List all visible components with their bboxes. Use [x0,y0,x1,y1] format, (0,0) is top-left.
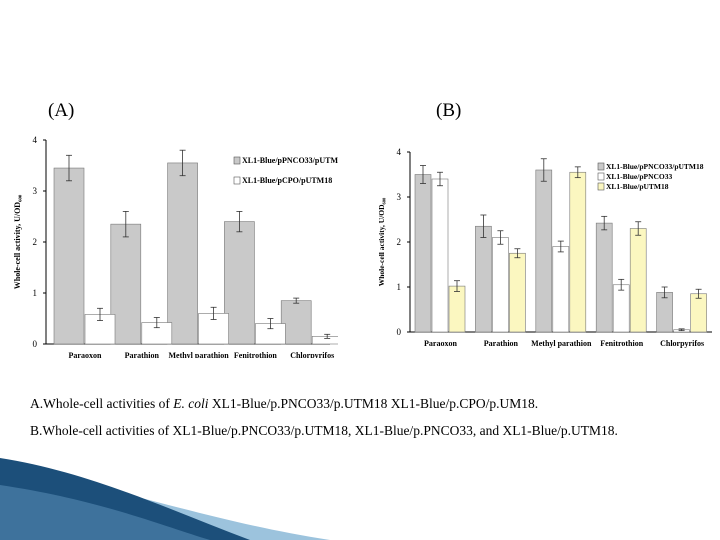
legend-entry: XL1-Blue/pPNCO33/pUTM18 [242,156,338,165]
y-tick-label: 3 [397,192,402,202]
x-tick-label: Methyl parathion [168,351,229,358]
y-tick-label: 0 [33,339,38,349]
legend-swatch [233,156,241,165]
bar [414,174,432,333]
chart-a: 0 1 2 3 4 Whole-cell activity, U/OD₆₀₀ Paraoxo… [13,135,338,358]
bar [475,225,492,333]
bar [569,171,587,333]
x-tick-label: Fenitrothion [234,351,278,358]
bar [311,336,338,345]
x-tick-label: Fenitrothion [600,339,644,348]
panel-a-label: (A) [48,100,75,121]
bar [629,228,647,333]
bar [53,167,85,345]
bar [509,252,526,333]
y-tick-label: 0 [397,327,402,337]
y-tick-label: 2 [397,237,402,247]
y-axis-label: Whole-cell activity, U/OD₆₀₀ [13,194,22,289]
panel-b-label: (B) [436,100,462,121]
legend-swatch [597,182,605,191]
bar [492,237,509,333]
bar [448,285,466,333]
x-tick-label: Chlorpyrifos [290,351,334,358]
legend-entry: XL1-Blue/pUTM18 [606,182,669,191]
x-tick-label: Methyl parathion [531,339,592,348]
bar [656,292,673,333]
bar [690,293,707,333]
bar [535,169,553,333]
bar [552,246,570,333]
caption-a-italic: E. coli [173,396,209,411]
x-tick-label: Paraoxon [424,339,457,348]
x-tick-label: Parathion [125,351,160,358]
decorative-swoosh [0,458,330,540]
legend-swatch [233,176,241,185]
y-axis-label: Whole-cell activity, U/OD₆₀₀ [377,197,386,286]
legend-entry: XL1-Blue/pCPO/pUTM18 [242,176,332,185]
legend-entry: XL1-Blue/pPNCO33 [606,172,673,181]
bar [167,162,198,345]
bar [110,223,142,345]
y-tick-label: 1 [397,282,402,292]
chart-b: 0 1 2 3 4 Whole-cell activity, U/OD₆₀₀ Paraoxo… [377,147,712,348]
legend-entry: XL1-Blue/pPNCO33/pUTM18 [606,162,704,171]
bar [612,284,630,333]
y-tick-label: 2 [33,237,38,247]
legend-swatch [597,172,605,181]
y-tick-label: 4 [397,147,402,157]
legend-swatch [597,162,605,171]
bar [280,300,312,345]
y-tick-label: 3 [33,186,38,196]
caption-b: B.Whole-cell activities of XL1-Blue/p.PN… [30,423,618,438]
bar [431,178,449,333]
caption-a: A.Whole-cell activities of E. coli XL1-B… [30,396,538,412]
caption-a-prefix: A.Whole-cell activities of [30,396,174,411]
caption-a-rest: XL1-Blue/p.PNCO33/p.UTM18 XL1-Blue/p.CPO… [208,396,539,411]
y-tick-label: 4 [33,135,38,145]
y-tick-label: 1 [33,288,38,298]
bar [595,222,613,333]
swoosh-mid [0,485,210,540]
x-tick-label: Parathion [484,339,519,348]
x-tick-label: Chlorpyrifos [660,339,704,348]
x-tick-label: Paraoxon [69,351,102,358]
bar [224,221,255,345]
